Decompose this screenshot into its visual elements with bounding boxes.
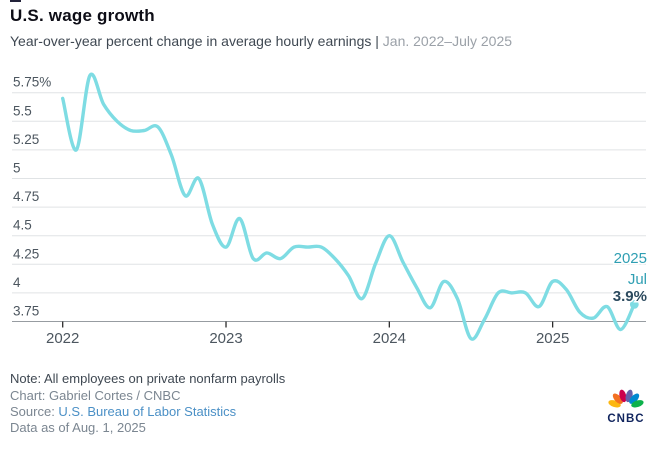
x-tick-label: 2022 <box>46 330 79 347</box>
subtitle-description: Year-over-year percent change in average… <box>10 33 383 49</box>
x-tick-label: 2024 <box>373 330 406 347</box>
data-as-of: Data as of Aug. 1, 2025 <box>10 420 146 435</box>
x-tick-label: 2023 <box>209 330 242 347</box>
source-line: Source: U.S. Bureau of Labor Statistics <box>10 404 285 420</box>
top-crop-artifact <box>10 0 21 2</box>
cnbc-logo: CNBC <box>605 383 647 425</box>
peacock-icon <box>608 389 644 408</box>
peacock-feather <box>629 393 640 404</box>
annotation-year: 2025 <box>614 250 647 267</box>
x-axis: 2022 2023 2024 2025 <box>46 321 569 347</box>
y-tick-label: 4 <box>13 275 21 290</box>
peacock-feather <box>631 400 644 408</box>
peacock-feather <box>612 393 623 404</box>
wage-growth-line <box>61 72 636 341</box>
page-title: U.S. wage growth <box>10 6 155 25</box>
cnbc-wordmark: CNBC <box>607 413 645 425</box>
annotation-month: Jul <box>628 271 647 288</box>
chart-footer: Note: All employees on private nonfarm p… <box>10 371 285 436</box>
source-link[interactable]: U.S. Bureau of Labor Statistics <box>58 404 237 419</box>
x-tick-label: 2025 <box>536 330 569 347</box>
annotation-value: 3.9% <box>613 288 647 305</box>
chart-subtitle: Year-over-year percent change in average… <box>10 33 512 49</box>
y-tick-label: 3.75 <box>13 304 39 319</box>
y-tick-label: 4.75 <box>13 189 39 204</box>
y-tick-label: 4.25 <box>13 246 39 261</box>
y-tick-label: 4.5 <box>13 218 32 233</box>
y-tick-label: 5.25 <box>13 132 39 147</box>
y-tick-label: 5.75% <box>13 75 51 90</box>
chart-credit: Chart: Gabriel Cortes / CNBC <box>10 388 181 403</box>
y-tick-label: 5.5 <box>13 103 32 118</box>
latest-point-marker <box>629 299 639 309</box>
peacock-feather <box>619 389 627 403</box>
y-tick-label: 5 <box>13 161 21 176</box>
subtitle-date-range: Jan. 2022–July 2025 <box>382 33 513 49</box>
source-label: Source: <box>10 404 59 419</box>
gridlines <box>12 92 646 322</box>
latest-point-annotation: 2025 Jul 3.9% <box>611 249 648 307</box>
y-axis-labels: 5.75% 5.5 5.25 5 4.75 4.5 4.25 4 3.75 <box>13 75 51 319</box>
chart-note: Note: All employees on private nonfarm p… <box>10 371 286 386</box>
